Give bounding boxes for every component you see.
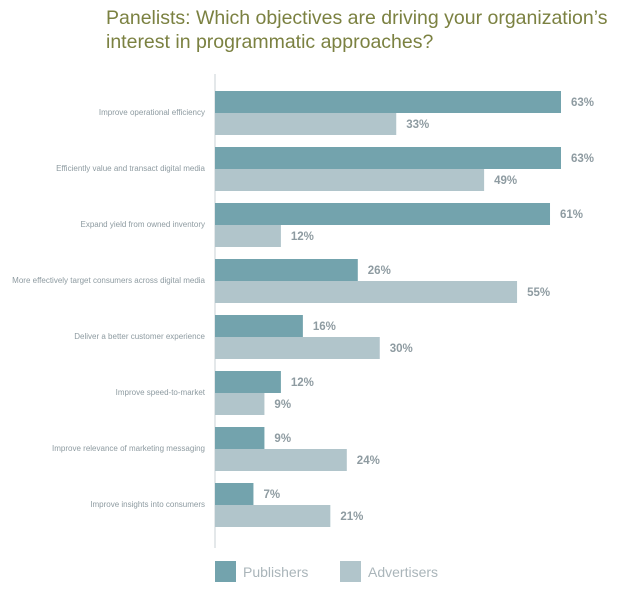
legend-label-advertisers: Advertisers <box>368 564 438 580</box>
data-label: 12% <box>291 231 314 243</box>
bar-advertisers <box>215 169 485 191</box>
bar-advertisers <box>215 225 281 247</box>
data-label: 63% <box>571 153 594 165</box>
bar-publishers <box>215 91 561 113</box>
bar-publishers <box>215 427 265 449</box>
data-label: 9% <box>274 399 291 411</box>
data-label: 7% <box>263 489 280 501</box>
bar-advertisers <box>215 281 518 303</box>
data-label: 12% <box>291 377 314 389</box>
bar-advertisers <box>215 505 331 527</box>
data-label: 55% <box>527 287 550 299</box>
bar-advertisers <box>215 449 347 471</box>
category-label: Improve relevance of marketing messaging <box>52 444 205 453</box>
bar-publishers <box>215 315 303 337</box>
legend-label-publishers: Publishers <box>243 564 308 580</box>
data-label: 33% <box>406 119 429 131</box>
chart-title: Panelists: Which objectives are driving … <box>106 7 608 53</box>
data-label: 24% <box>357 455 380 467</box>
data-label: 21% <box>340 511 363 523</box>
category-label: Improve operational efficiency <box>99 108 205 117</box>
category-label: Deliver a better customer experience <box>74 332 205 341</box>
legend-swatch-publishers <box>215 561 236 582</box>
category-label: Expand yield from owned inventory <box>80 220 205 229</box>
category-label: Improve speed-to-market <box>116 388 206 397</box>
bar-advertisers <box>215 337 380 359</box>
data-label: 26% <box>368 265 391 277</box>
bar-publishers <box>215 259 358 281</box>
data-label: 61% <box>560 209 583 221</box>
data-label: 16% <box>313 321 336 333</box>
bar-advertisers <box>215 113 397 135</box>
category-label: More effectively target consumers across… <box>12 276 205 285</box>
data-label: 49% <box>494 175 517 187</box>
bar-publishers <box>215 203 551 225</box>
legend-swatch-advertisers <box>340 561 361 582</box>
data-label: 9% <box>274 433 291 445</box>
bar-publishers <box>215 371 281 393</box>
category-label: Improve insights into consumers <box>90 500 205 509</box>
data-label: 30% <box>390 343 413 355</box>
bar-publishers <box>215 483 254 505</box>
category-label: Efficiently value and transact digital m… <box>56 164 205 173</box>
bar-advertisers <box>215 393 265 415</box>
bar-publishers <box>215 147 561 169</box>
data-label: 63% <box>571 97 594 109</box>
